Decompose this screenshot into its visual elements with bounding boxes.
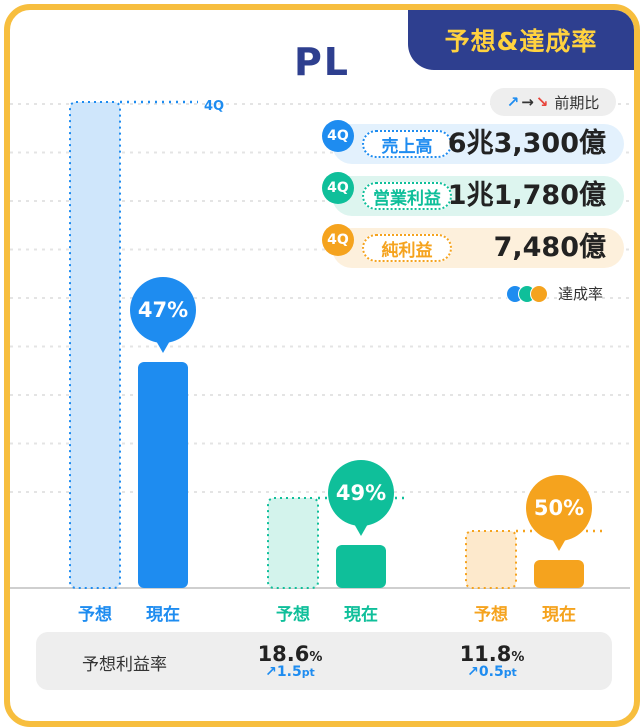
quarter-badge: 4Q bbox=[322, 224, 354, 256]
kpi-net-income: 4Q 純利益 7,480億 bbox=[322, 224, 624, 268]
kpi-value: 7,480億 bbox=[493, 232, 606, 263]
profit-rate-operating: 18.6% ↗1.5pt bbox=[230, 642, 350, 680]
quarter-badge: 4Q bbox=[322, 172, 354, 204]
profit-rate-change-unit: pt bbox=[301, 666, 315, 679]
rate-bubble-pointer bbox=[551, 537, 567, 551]
current-bar bbox=[534, 560, 584, 588]
rate-bubble bbox=[328, 460, 394, 526]
achievement-legend: 達成率 bbox=[506, 283, 603, 304]
yoy-legend: ↗ → ↘ 前期比 bbox=[490, 88, 616, 116]
kpi-label: 純利益 bbox=[362, 234, 452, 262]
kpi-label: 営業利益 bbox=[362, 182, 452, 210]
profit-rate-change: ↗1.5 bbox=[265, 664, 302, 680]
up-arrow-icon: ↗ bbox=[506, 93, 520, 111]
profit-rate-change-unit: pt bbox=[503, 666, 517, 679]
rate-bubble bbox=[526, 475, 592, 541]
kpi-revenue: 4Q 売上高 6兆3,300億 bbox=[322, 120, 624, 164]
current-axis-label: 現在 bbox=[542, 604, 576, 625]
page-title: PL bbox=[293, 40, 351, 84]
forecast-bar bbox=[267, 497, 319, 589]
current-axis-label: 現在 bbox=[146, 604, 180, 625]
legend-label: 達成率 bbox=[558, 285, 604, 303]
current-bar bbox=[336, 545, 386, 588]
kpi-value: 6兆3,300億 bbox=[447, 128, 606, 159]
flat-arrow-icon: → bbox=[521, 93, 534, 111]
forecast-bar bbox=[465, 530, 517, 589]
kpi-label: 売上高 bbox=[362, 130, 452, 158]
profit-rate-change: ↗0.5 bbox=[467, 664, 504, 680]
rate-bubble-pointer bbox=[155, 339, 171, 353]
forecast-marker-label: 4Q bbox=[204, 99, 224, 114]
forecast-achievement-badge: 予想&達成率 bbox=[408, 10, 634, 70]
current-bar bbox=[138, 362, 188, 588]
legend-dot bbox=[530, 284, 548, 303]
rate-label: 50% bbox=[534, 496, 584, 520]
kpi-value: 1兆1,780億 bbox=[447, 180, 606, 211]
profit-rate-unit: % bbox=[309, 650, 323, 665]
quarter-badge: 4Q bbox=[322, 120, 354, 152]
forecast-axis-label: 予想 bbox=[78, 604, 112, 625]
rate-bubble-pointer bbox=[353, 522, 369, 536]
yoy-label: 前期比 bbox=[554, 93, 600, 112]
kpi-operating-income: 4Q 営業利益 1兆1,780億 bbox=[322, 172, 624, 216]
rate-bubble bbox=[130, 277, 196, 343]
rate-label: 47% bbox=[138, 298, 188, 322]
current-axis-label: 現在 bbox=[344, 604, 378, 625]
down-arrow-icon: ↘ bbox=[535, 93, 549, 111]
forecast-axis-label: 予想 bbox=[276, 604, 310, 625]
forecast-axis-label: 予想 bbox=[474, 604, 508, 625]
profit-rate-net: 11.8% ↗0.5pt bbox=[432, 642, 552, 680]
profit-rate-value: 18.6 bbox=[257, 642, 310, 666]
profit-rate-value: 11.8 bbox=[459, 642, 512, 666]
profit-rate-label: 予想利益率 bbox=[82, 655, 167, 675]
forecast-bar bbox=[69, 101, 121, 589]
profit-rate-unit: % bbox=[511, 650, 525, 665]
profit-rate-row: 予想利益率 bbox=[36, 632, 612, 690]
rate-label: 49% bbox=[336, 481, 386, 505]
